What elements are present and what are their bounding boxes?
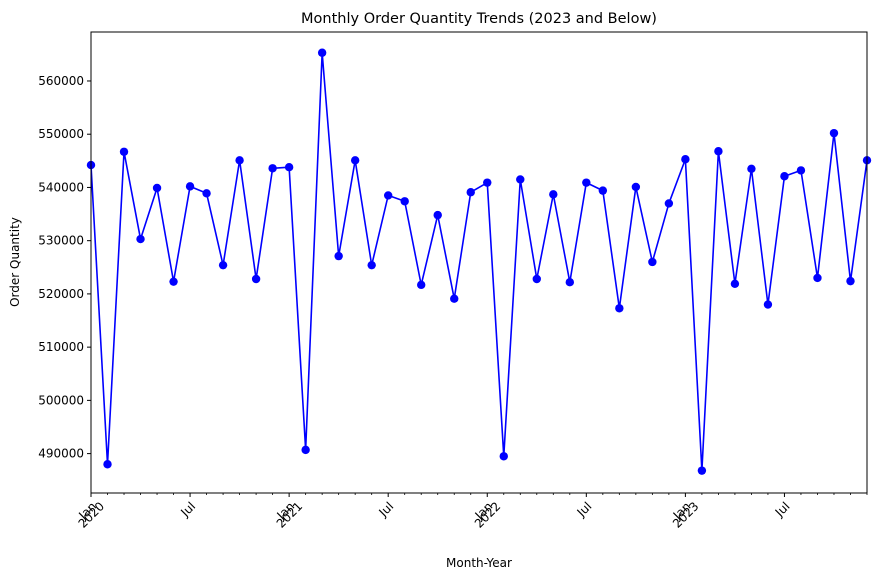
series-order-quantity (86, 48, 872, 475)
data-point-2023-02 (697, 466, 707, 475)
x-tick-year-label: 2021 (274, 499, 305, 530)
data-point-2020-09 (218, 260, 228, 270)
x-tick-label: Jul (177, 499, 198, 520)
data-point-2021-04 (334, 251, 343, 261)
data-point-2023-11 (846, 276, 855, 286)
data-point-2020-04 (136, 234, 145, 244)
data-point-2021-08 (400, 197, 409, 206)
data-point-2022-05 (549, 190, 558, 199)
data-point-2020-06 (169, 277, 178, 286)
data-point-2020-03 (119, 147, 129, 156)
plot-area-frame (90, 31, 868, 494)
data-point-2021-09 (417, 280, 426, 290)
data-point-2020-12 (268, 164, 277, 173)
x-tick-label: Jul (574, 499, 595, 520)
data-point-2022-10 (631, 182, 641, 192)
data-point-2021-03 (317, 48, 327, 57)
series-line (90, 51, 868, 472)
x-tick-label: Jul (375, 499, 396, 520)
y-axis: 490000 500000 510000 520000 530000 540000 5500… (38, 74, 91, 461)
x-tick-year-label: 2020 (76, 499, 107, 530)
x-axis-label: Month-Year (446, 556, 512, 570)
data-point-2023-05 (747, 164, 756, 174)
y-axis-label: Order Quantity (8, 217, 22, 307)
y-tick-label: 550000 (38, 127, 84, 141)
data-point-2021-06 (367, 260, 376, 270)
data-point-2023-07 (780, 172, 789, 181)
y-tick-label: 560000 (38, 74, 84, 88)
data-point-2022-08 (598, 186, 608, 195)
data-point-2020-08 (202, 189, 211, 198)
data-point-2020-10 (235, 156, 244, 165)
data-point-2021-01 (284, 163, 294, 172)
data-point-2023-01 (681, 155, 690, 164)
y-tick-label: 510000 (38, 340, 84, 354)
data-point-2022-11 (648, 257, 657, 267)
data-point-2020-05 (152, 183, 162, 193)
x-tick-year-label: 2023 (670, 499, 701, 530)
y-tick-label: 530000 (38, 234, 84, 248)
chart-title: Monthly Order Quantity Trends (2023 and … (301, 11, 657, 27)
x-tick-label: Jul (772, 499, 793, 520)
data-point-2022-03 (516, 175, 525, 184)
data-point-2021-11 (450, 294, 459, 303)
data-point-2022-06 (565, 277, 575, 287)
data-point-2021-12 (466, 188, 475, 197)
data-point-2023-03 (714, 147, 723, 156)
data-point-2022-01 (483, 178, 492, 187)
data-point-2021-07 (383, 191, 393, 200)
y-tick-label: 520000 (38, 287, 84, 301)
y-tick-label: 540000 (38, 180, 84, 194)
data-point-2021-02 (301, 445, 310, 455)
data-point-2021-05 (350, 156, 360, 165)
data-point-2020-11 (251, 274, 261, 284)
y-tick-label: 500000 (38, 393, 84, 407)
data-point-2020-07 (185, 182, 195, 191)
data-point-2021-10 (433, 210, 442, 220)
data-point-2023-06 (763, 300, 773, 309)
data-point-2022-09 (615, 304, 624, 313)
data-point-2023-10 (829, 128, 839, 138)
data-point-2022-07 (582, 178, 591, 187)
data-point-2023-09 (813, 273, 822, 283)
data-point-2022-04 (532, 274, 541, 284)
data-point-2023-04 (730, 279, 740, 288)
x-tick-year-label: 2022 (472, 499, 503, 530)
data-point-2020-02 (103, 460, 112, 469)
y-tick-label: 490000 (38, 447, 84, 461)
data-point-2022-02 (499, 452, 508, 461)
data-point-2022-12 (664, 199, 674, 208)
data-point-2023-08 (796, 166, 806, 175)
